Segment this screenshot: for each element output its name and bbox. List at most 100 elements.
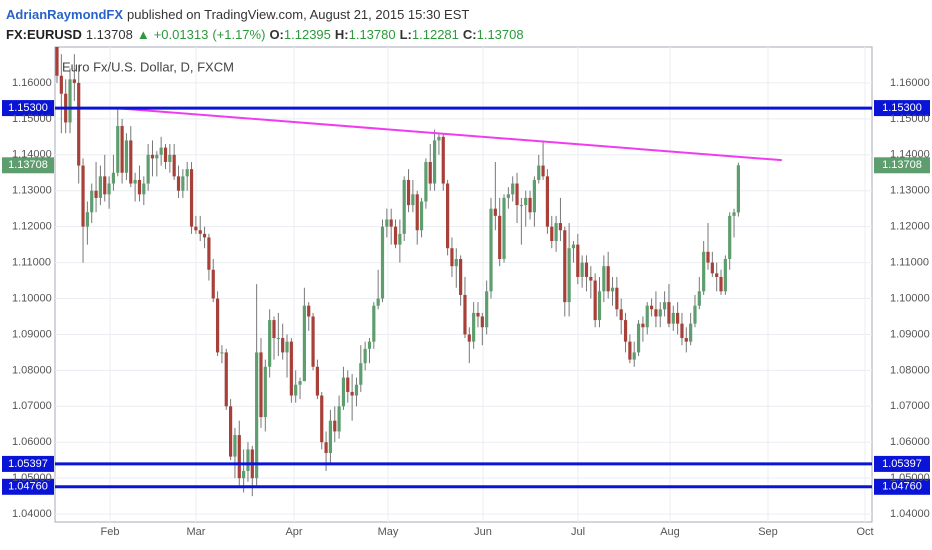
candle-body	[354, 384, 359, 396]
y-tick-label: 1.08000	[890, 364, 930, 376]
y-tick-label: 1.04000	[12, 508, 52, 520]
candle-body	[437, 136, 441, 141]
candle-body	[202, 233, 207, 238]
plot-area	[54, 46, 873, 523]
y-tick-label: 1.11000	[12, 256, 51, 268]
candle-body	[346, 377, 350, 392]
candle-body	[163, 147, 168, 162]
price-tag-label: 1.13708	[882, 159, 922, 171]
candle-body	[103, 176, 107, 195]
candle-body	[576, 244, 580, 277]
candle-body	[676, 312, 680, 324]
candle-body	[107, 183, 111, 195]
candle-body	[684, 338, 688, 342]
ohlc-key: O:	[269, 27, 284, 42]
symbol: FX:EURUSD	[6, 27, 82, 42]
candle-body	[689, 323, 693, 342]
candle-body	[641, 323, 645, 328]
chart-title: Euro Fx/U.S. Dollar, D, FXCM	[62, 59, 234, 74]
price-tag-label: 1.05397	[882, 458, 922, 470]
ohlc-value: 1.12395	[283, 27, 331, 42]
header: AdrianRaymondFX published on TradingView.…	[6, 5, 528, 45]
candle-body	[706, 251, 710, 263]
candle-body	[350, 391, 354, 396]
y-tick-label: 1.10000	[12, 292, 52, 304]
candle-body	[359, 363, 363, 385]
x-tick-label: Jun	[474, 526, 492, 538]
candle-body	[194, 226, 198, 231]
change-pct: (+1.17%)	[212, 27, 266, 42]
candle-body	[59, 75, 63, 94]
candle-body	[554, 223, 558, 242]
candle-body	[406, 179, 411, 206]
candle-body	[485, 291, 489, 328]
candle-body	[90, 190, 94, 213]
candle-body	[224, 352, 228, 407]
candle-body	[489, 208, 493, 292]
candle-body	[619, 309, 623, 321]
ohlc-value: 1.12281	[411, 27, 459, 42]
grid	[55, 47, 872, 522]
candle-body	[615, 287, 619, 310]
candle-body	[246, 449, 250, 471]
y-tick-label: 1.07000	[890, 400, 930, 412]
candle-body	[185, 169, 189, 177]
candle-body	[259, 352, 263, 418]
candle-body	[411, 194, 415, 206]
candle-body	[233, 435, 237, 457]
candle-body	[55, 47, 59, 76]
y-tick-label: 1.14000	[890, 149, 930, 161]
y-tick-label: 1.06000	[890, 436, 930, 448]
candle-body	[524, 197, 528, 206]
y-tick-label: 1.12000	[12, 221, 52, 233]
y-tick-label: 1.10000	[890, 292, 930, 304]
candle-body	[168, 154, 172, 162]
price-tag-label: 1.04760	[8, 481, 48, 493]
candle-body	[302, 305, 306, 382]
price-tag	[874, 478, 930, 495]
candle-body	[519, 205, 523, 207]
price-tag	[2, 157, 54, 174]
candle-body	[85, 212, 89, 227]
candle-body	[472, 312, 476, 342]
candle-body	[372, 305, 376, 342]
candle-body	[454, 258, 458, 267]
candle-body	[446, 183, 450, 249]
candle-body	[645, 305, 649, 328]
candle-body	[81, 165, 85, 227]
ohlc-value: 1.13780	[348, 27, 396, 42]
overlays: 1.15300 1.15300 1.05397 1.05397 1.04760 1.047…	[2, 100, 930, 495]
y-tick-label: 1.14000	[12, 149, 52, 161]
candle-body	[229, 406, 233, 457]
price-tag	[874, 157, 930, 174]
candle-body	[341, 377, 346, 407]
y-tick-label: 1.16000	[12, 77, 52, 89]
candle-body	[116, 126, 120, 173]
candle-body	[663, 302, 667, 310]
candle-body	[606, 266, 610, 292]
candle-body	[367, 341, 372, 349]
candle-body	[628, 341, 632, 360]
candle-body	[476, 312, 480, 317]
x-tick-label: Mar	[187, 526, 206, 538]
candle-body	[715, 273, 719, 277]
candle-body	[567, 248, 571, 303]
price-tag	[874, 455, 930, 472]
price-tag-label: 1.15300	[8, 102, 48, 114]
candle-body	[242, 470, 246, 479]
candle-body	[198, 230, 202, 234]
candle-body	[298, 381, 302, 385]
candle-body	[159, 147, 163, 155]
candle-body	[667, 302, 671, 324]
price-tag	[2, 455, 54, 472]
x-tick-label: Oct	[856, 526, 873, 538]
price-tag	[2, 478, 54, 495]
candle-body	[120, 126, 124, 173]
candle-body	[463, 294, 467, 335]
price-tag	[2, 100, 54, 117]
candle-body	[320, 395, 324, 443]
candle-body	[376, 298, 380, 306]
candle-body	[424, 161, 428, 202]
